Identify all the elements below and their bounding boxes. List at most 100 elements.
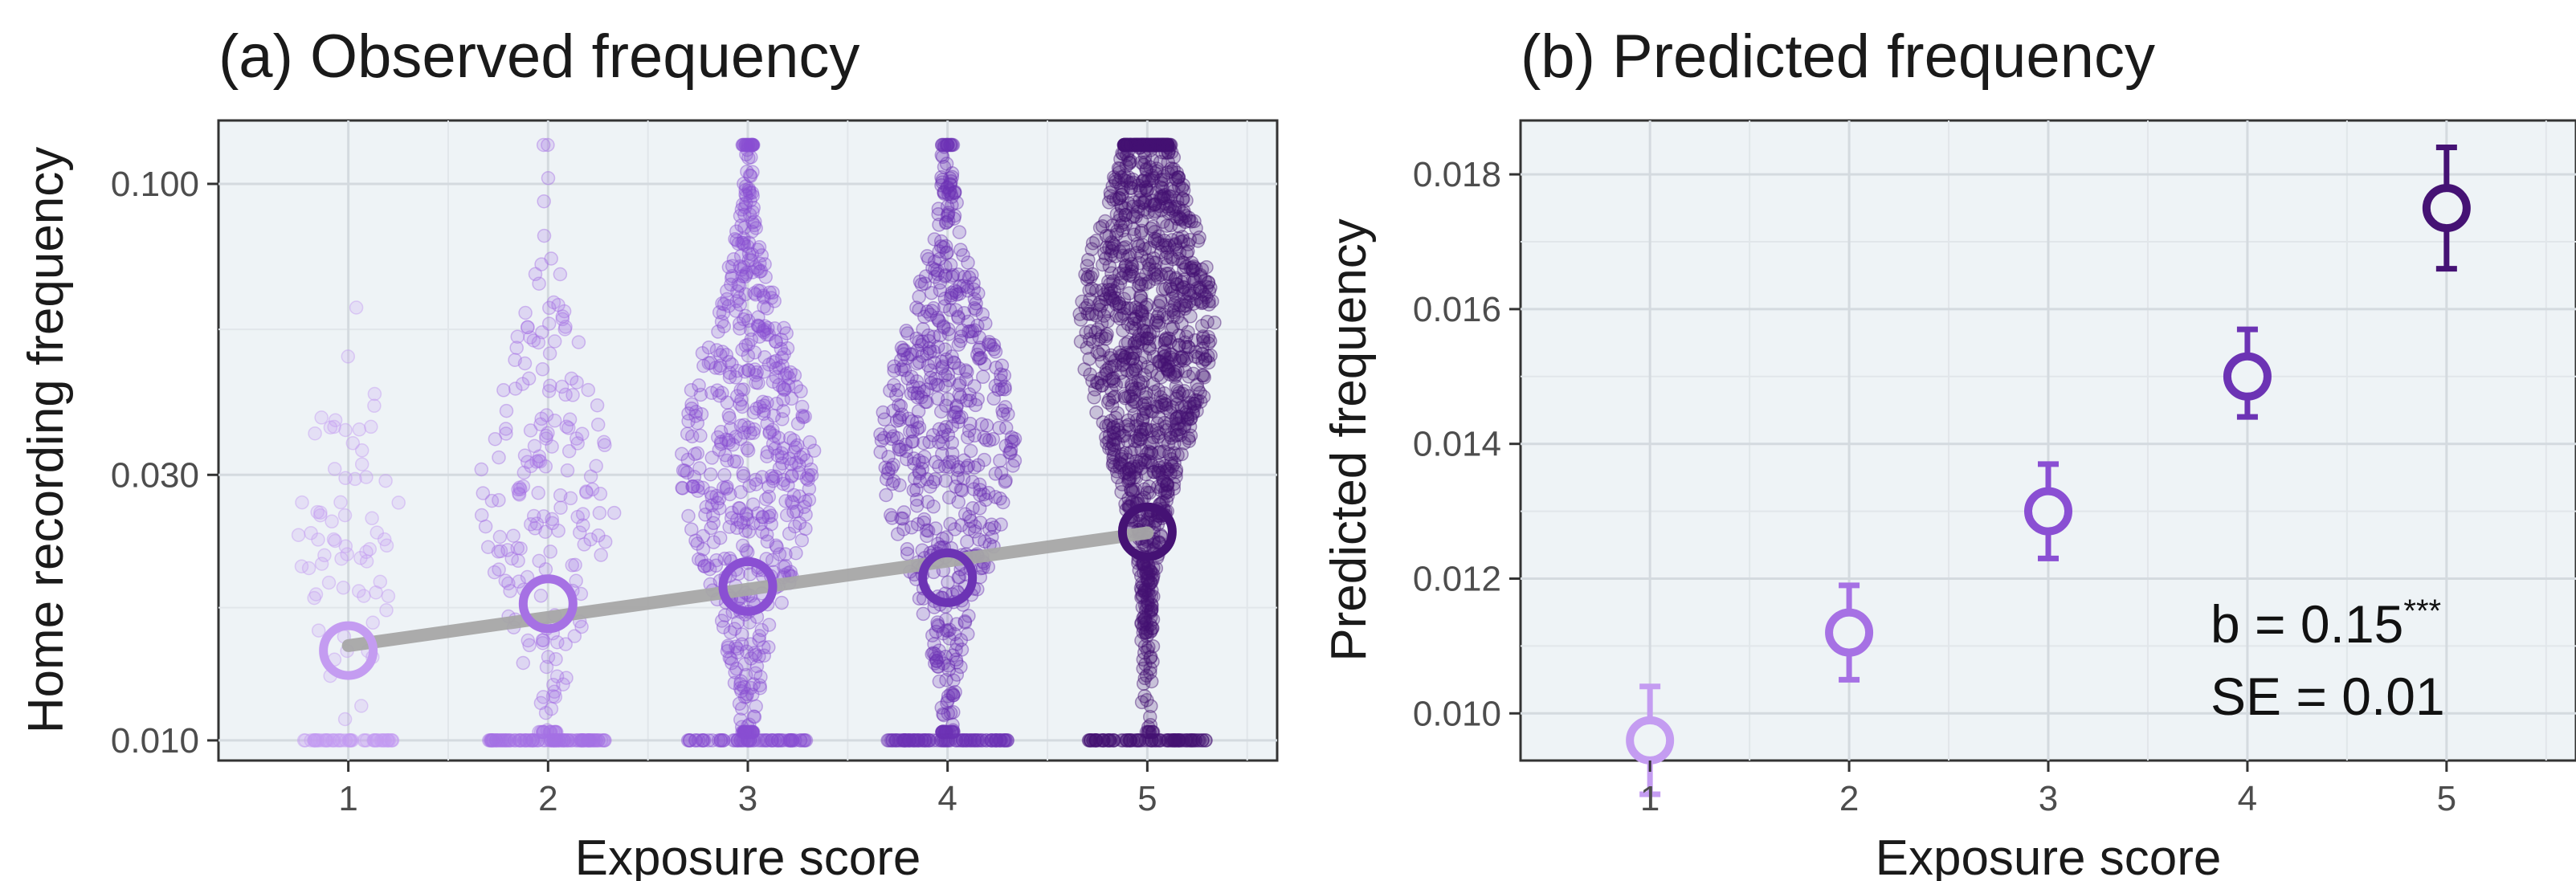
- observation-point: [746, 137, 761, 153]
- coefficient-value: b = 0.15: [2211, 594, 2403, 654]
- observation-point: [719, 348, 734, 362]
- observation-point: [790, 438, 805, 453]
- observation-point: [311, 623, 326, 638]
- observation-point: [739, 196, 753, 210]
- y-tick-label: 0.012: [1413, 559, 1501, 598]
- observation-point: [736, 466, 750, 481]
- observation-point: [583, 532, 598, 547]
- observation-point: [713, 348, 728, 362]
- observation-point: [740, 164, 754, 179]
- observation-point: [523, 733, 537, 748]
- observation-point: [753, 680, 768, 695]
- observation-point: [578, 733, 593, 748]
- observation-point: [596, 733, 610, 748]
- panel-a-y-ticks: 0.010 0.030 0.100: [111, 165, 218, 761]
- observation-point: [742, 186, 757, 201]
- observation-point: [1137, 490, 1152, 505]
- observation-point: [938, 239, 953, 254]
- observation-point: [598, 438, 612, 453]
- observation-point: [770, 396, 784, 411]
- observation-point: [953, 659, 968, 675]
- observation-point: [1117, 300, 1132, 316]
- observation-point: [377, 532, 392, 547]
- observation-point: [896, 505, 912, 520]
- observation-point: [783, 733, 798, 748]
- observation-point: [798, 508, 813, 522]
- observation-point: [685, 479, 700, 494]
- observation-point: [795, 408, 810, 423]
- observation-point: [577, 537, 592, 552]
- observation-point: [987, 520, 1002, 535]
- observation-point: [568, 733, 583, 748]
- observation-point: [316, 733, 330, 748]
- observation-point: [488, 431, 503, 447]
- observation-point: [777, 320, 791, 336]
- observation-point: [758, 270, 773, 284]
- panel-a-title: (a) Observed frequency: [218, 22, 859, 91]
- observation-point: [749, 477, 764, 491]
- observation-point: [745, 137, 760, 153]
- observation-point: [318, 733, 333, 748]
- observation-point: [1138, 390, 1153, 405]
- observation-point: [503, 584, 517, 598]
- observation-point: [737, 724, 753, 740]
- observation-point: [517, 356, 533, 371]
- observation-point: [743, 169, 758, 184]
- observation-point: [687, 469, 702, 484]
- observation-point: [556, 677, 570, 691]
- observation-point: [944, 137, 959, 153]
- observation-point: [491, 733, 506, 748]
- observation-point: [590, 733, 606, 748]
- observation-point: [742, 615, 757, 630]
- observation-point: [548, 724, 562, 740]
- observation-point: [744, 137, 758, 153]
- observation-point: [1104, 283, 1118, 297]
- observation-point: [597, 434, 611, 450]
- observation-point: [484, 733, 498, 748]
- observation-point: [751, 733, 765, 748]
- observation-point: [943, 516, 957, 532]
- observation-point: [554, 379, 569, 394]
- x-tick-label: 3: [2039, 779, 2058, 818]
- observation-point: [512, 733, 527, 748]
- observation-point: [543, 378, 557, 393]
- observation-point: [537, 509, 551, 524]
- observation-point: [504, 551, 519, 566]
- observation-point: [774, 332, 789, 347]
- observation-point: [953, 243, 968, 257]
- observation-point: [882, 733, 896, 748]
- observation-point: [365, 615, 380, 630]
- observation-point: [730, 512, 745, 527]
- observation-point: [706, 535, 721, 549]
- observation-point: [535, 633, 550, 647]
- observation-point: [1178, 340, 1193, 354]
- observation-point: [308, 733, 323, 748]
- panel-b-title: (b) Predicted frequency: [1521, 22, 2155, 91]
- observation-point: [542, 346, 557, 361]
- observation-point: [569, 573, 583, 589]
- observation-point: [580, 733, 595, 748]
- observation-point: [681, 406, 696, 421]
- observation-point: [688, 405, 704, 419]
- observation-point: [561, 444, 577, 459]
- observation-point: [497, 733, 512, 748]
- observation-point: [501, 576, 516, 591]
- observation-point: [590, 417, 606, 432]
- observation-point: [782, 451, 797, 466]
- observation-point: [557, 322, 573, 336]
- observation-point: [528, 267, 543, 282]
- observation-point: [539, 428, 553, 443]
- x-tick-label: 4: [2238, 779, 2257, 818]
- observation-point: [737, 679, 751, 695]
- observation-point: [525, 733, 540, 748]
- observation-point: [536, 690, 551, 704]
- observation-point: [314, 410, 329, 425]
- observation-point: [877, 412, 892, 427]
- observation-point: [738, 724, 753, 740]
- observation-point: [721, 408, 737, 422]
- observation-point: [785, 733, 800, 748]
- observation-point: [972, 477, 987, 492]
- observation-point: [753, 263, 769, 279]
- observation-point: [492, 529, 508, 545]
- observation-point: [295, 495, 309, 510]
